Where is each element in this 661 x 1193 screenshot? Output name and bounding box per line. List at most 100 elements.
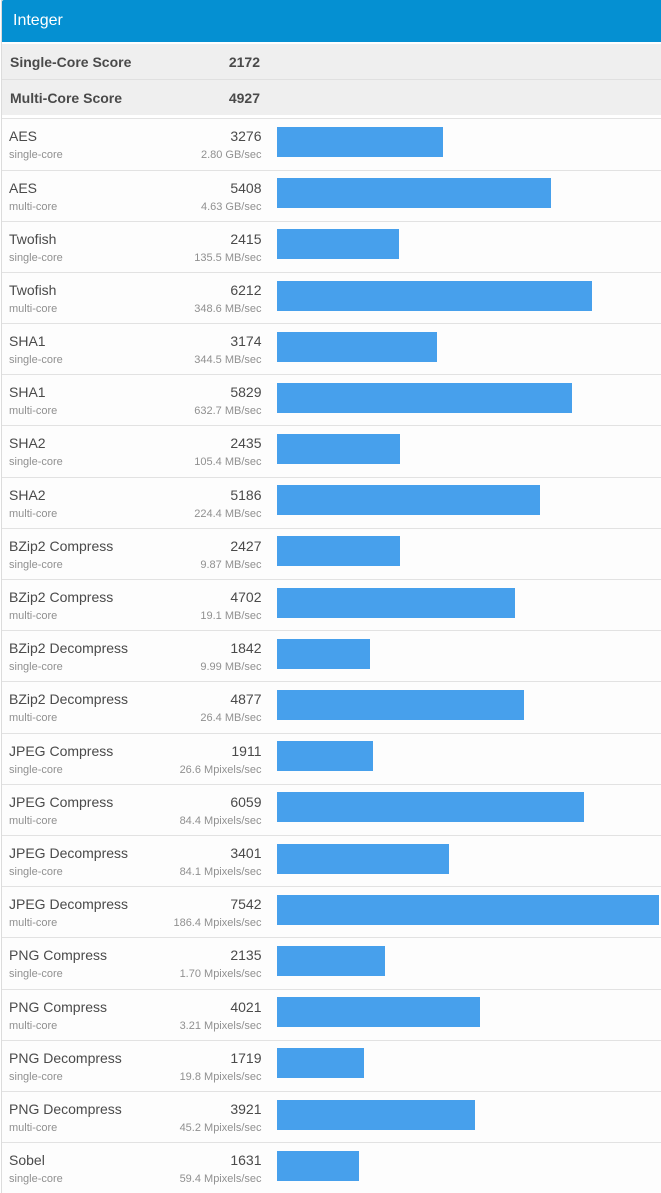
benchmark-score-cell: 2415 135.5 MB/sec [160, 222, 262, 265]
benchmark-name: BZip2 Decompress [9, 639, 160, 658]
benchmark-bar-cell [262, 222, 661, 260]
benchmark-name-cell: BZip2 Decompress single-core [2, 631, 160, 674]
benchmark-bar-cell [262, 171, 661, 209]
benchmark-score-cell: 3921 45.2 Mpixels/sec [160, 1092, 262, 1135]
benchmark-score: 3276 [160, 127, 262, 146]
score-bar [277, 485, 540, 515]
benchmark-variant: multi-core [9, 712, 160, 725]
benchmark-rate: 224.4 MB/sec [160, 508, 262, 521]
benchmark-score-cell: 3174 344.5 MB/sec [160, 324, 262, 367]
benchmark-name: SHA1 [9, 383, 160, 402]
benchmark-score: 4702 [160, 588, 262, 607]
benchmark-variant: single-core [9, 661, 160, 674]
benchmark-variant: multi-core [9, 405, 160, 418]
benchmark-variant: multi-core [9, 303, 160, 316]
section-title: Integer [13, 12, 63, 30]
benchmark-row: Twofish multi-core 6212 348.6 MB/sec [2, 272, 661, 323]
benchmark-rate: 84.1 Mpixels/sec [160, 866, 262, 879]
benchmark-row: SHA1 single-core 3174 344.5 MB/sec [2, 323, 661, 374]
benchmark-score-cell: 1719 19.8 Mpixels/sec [160, 1041, 262, 1084]
benchmark-name-cell: Twofish multi-core [2, 273, 160, 316]
benchmark-variant: single-core [9, 968, 160, 981]
benchmark-bar-cell [262, 785, 661, 823]
benchmark-rate: 26.4 MB/sec [160, 712, 262, 725]
benchmark-score-cell: 4702 19.1 MB/sec [160, 580, 262, 623]
benchmark-row: PNG Compress single-core 2135 1.70 Mpixe… [2, 937, 661, 988]
benchmark-score-cell: 1842 9.99 MB/sec [160, 631, 262, 674]
benchmark-name: SHA2 [9, 434, 160, 453]
score-bar [277, 844, 449, 874]
score-bar [277, 997, 481, 1027]
benchmark-name: Twofish [9, 230, 160, 249]
score-bar [277, 792, 584, 822]
benchmark-score-cell: 6212 348.6 MB/sec [160, 273, 262, 316]
benchmark-score-cell: 1631 59.4 Mpixels/sec [160, 1143, 262, 1186]
benchmark-score-cell: 3276 2.80 GB/sec [160, 119, 262, 162]
benchmark-variant: single-core [9, 354, 160, 367]
benchmark-name: AES [9, 127, 160, 146]
score-bar [277, 383, 573, 413]
benchmark-bar-cell [262, 734, 661, 772]
benchmark-score-cell: 6059 84.4 Mpixels/sec [160, 785, 262, 828]
benchmark-name-cell: Twofish single-core [2, 222, 160, 265]
score-bar [277, 229, 399, 259]
benchmark-variant: multi-core [9, 508, 160, 521]
benchmark-score-cell: 7542 186.4 Mpixels/sec [160, 887, 262, 930]
benchmark-bar-cell [262, 324, 661, 362]
benchmark-name: JPEG Compress [9, 793, 160, 812]
benchmark-name: BZip2 Decompress [9, 690, 160, 709]
benchmark-score-cell: 5829 632.7 MB/sec [160, 375, 262, 418]
score-bar [277, 127, 443, 157]
score-bar [277, 536, 400, 566]
benchmark-score: 3401 [160, 844, 262, 863]
benchmark-row: JPEG Compress multi-core 6059 84.4 Mpixe… [2, 784, 661, 835]
benchmark-row: BZip2 Compress multi-core 4702 19.1 MB/s… [2, 579, 661, 630]
score-bar [277, 946, 385, 976]
benchmark-variant: single-core [9, 1173, 160, 1186]
benchmark-name-cell: BZip2 Compress multi-core [2, 580, 160, 623]
benchmark-row: Sobel single-core 1631 59.4 Mpixels/sec [2, 1142, 661, 1193]
benchmark-rate: 2.80 GB/sec [160, 149, 262, 162]
benchmark-name: BZip2 Compress [9, 537, 160, 556]
multi-core-score-value: 4927 [160, 90, 260, 106]
benchmark-score: 7542 [160, 895, 262, 914]
benchmark-name-cell: AES multi-core [2, 171, 160, 214]
benchmark-rate: 105.4 MB/sec [160, 456, 262, 469]
benchmark-score: 3174 [160, 332, 262, 351]
benchmark-rate: 348.6 MB/sec [160, 303, 262, 316]
benchmark-name: JPEG Decompress [9, 895, 160, 914]
benchmark-bar-cell [262, 836, 661, 874]
multi-core-score-row: Multi-Core Score 4927 [2, 79, 661, 114]
benchmark-rate: 59.4 Mpixels/sec [160, 1173, 262, 1186]
benchmark-score: 2427 [160, 537, 262, 556]
benchmark-rate: 19.1 MB/sec [160, 610, 262, 623]
benchmark-rate: 26.6 Mpixels/sec [160, 764, 262, 777]
benchmark-variant: single-core [9, 252, 160, 265]
benchmark-rate: 4.63 GB/sec [160, 201, 262, 214]
benchmark-rate: 186.4 Mpixels/sec [160, 917, 262, 930]
benchmark-name-cell: PNG Decompress multi-core [2, 1092, 160, 1135]
benchmark-row: PNG Decompress single-core 1719 19.8 Mpi… [2, 1040, 661, 1091]
benchmark-variant: multi-core [9, 815, 160, 828]
benchmark-variant: single-core [9, 764, 160, 777]
benchmark-variant: single-core [9, 456, 160, 469]
benchmark-name-cell: PNG Compress single-core [2, 938, 160, 981]
benchmark-name-cell: BZip2 Compress single-core [2, 529, 160, 572]
benchmark-variant: single-core [9, 559, 160, 572]
benchmark-name: Twofish [9, 281, 160, 300]
benchmark-name-cell: PNG Decompress single-core [2, 1041, 160, 1084]
benchmark-row: SHA2 single-core 2435 105.4 MB/sec [2, 425, 661, 476]
benchmark-row: JPEG Decompress single-core 3401 84.1 Mp… [2, 835, 661, 886]
benchmark-name-cell: SHA1 single-core [2, 324, 160, 367]
benchmark-score: 5408 [160, 179, 262, 198]
score-summary: Single-Core Score 2172 Multi-Core Score … [2, 44, 661, 114]
benchmark-score-cell: 2427 9.87 MB/sec [160, 529, 262, 572]
benchmark-name-cell: AES single-core [2, 119, 160, 162]
benchmark-score: 6059 [160, 793, 262, 812]
benchmark-name-cell: Sobel single-core [2, 1143, 160, 1186]
benchmark-name: PNG Compress [9, 998, 160, 1017]
benchmark-score: 3921 [160, 1100, 262, 1119]
multi-core-score-label: Multi-Core Score [2, 90, 160, 106]
benchmark-name: Sobel [9, 1151, 160, 1170]
benchmark-rate: 45.2 Mpixels/sec [160, 1122, 262, 1135]
